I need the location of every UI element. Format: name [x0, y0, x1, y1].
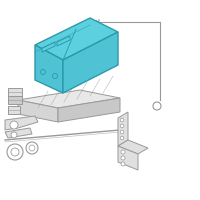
- Polygon shape: [8, 96, 22, 104]
- Polygon shape: [58, 98, 120, 122]
- Polygon shape: [63, 32, 118, 93]
- Circle shape: [11, 132, 17, 138]
- Polygon shape: [35, 45, 63, 93]
- Polygon shape: [118, 112, 128, 146]
- Polygon shape: [5, 128, 32, 138]
- Polygon shape: [8, 106, 20, 114]
- Circle shape: [121, 162, 125, 166]
- Polygon shape: [42, 42, 55, 52]
- Polygon shape: [118, 146, 138, 170]
- Polygon shape: [57, 36, 70, 46]
- Polygon shape: [18, 100, 58, 122]
- Circle shape: [120, 124, 124, 128]
- Circle shape: [120, 118, 124, 122]
- Polygon shape: [118, 140, 148, 154]
- Circle shape: [120, 136, 124, 140]
- Circle shape: [10, 121, 18, 129]
- Circle shape: [121, 150, 125, 154]
- Polygon shape: [8, 88, 22, 96]
- Polygon shape: [18, 90, 120, 108]
- Polygon shape: [35, 18, 118, 60]
- Polygon shape: [5, 116, 38, 130]
- Circle shape: [120, 130, 124, 134]
- Circle shape: [121, 156, 125, 160]
